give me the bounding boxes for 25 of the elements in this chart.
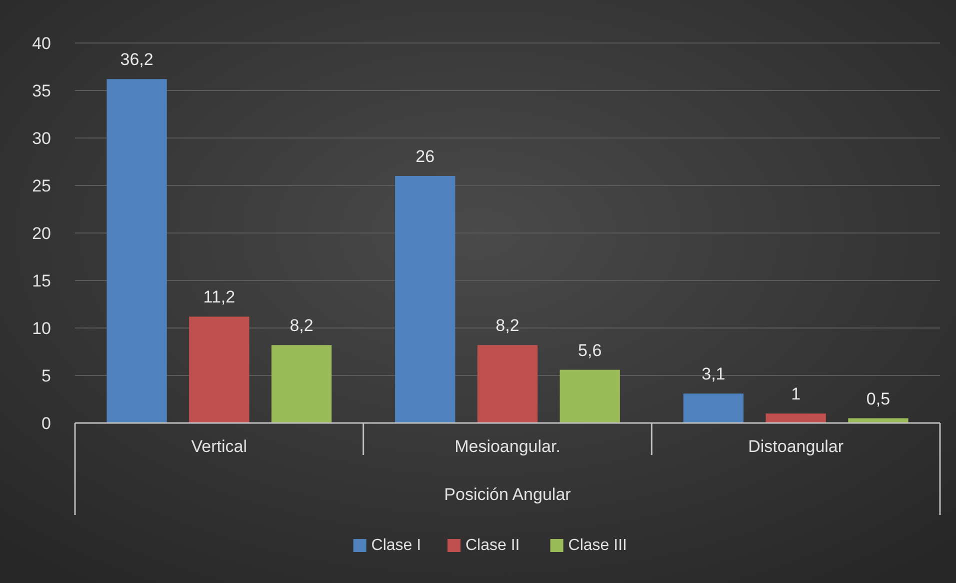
y-tick-label: 40 (32, 34, 51, 53)
y-tick-label: 20 (32, 224, 51, 243)
data-label: 36,2 (120, 50, 154, 70)
y-tick-label: 10 (32, 318, 51, 338)
data-label: 5,6 (578, 340, 602, 360)
data-label: 3,1 (702, 364, 726, 384)
legend-label: Clase II (466, 537, 520, 554)
x-tick-label: Distoangular (748, 437, 844, 456)
y-tick-label: 30 (32, 128, 51, 148)
data-label: 11,2 (203, 288, 236, 307)
legend-label: Clase III (568, 537, 627, 554)
x-tick-label: Vertical (191, 437, 248, 456)
data-label: 26 (416, 147, 435, 166)
y-tick-label: 25 (32, 176, 51, 196)
x-axis-title: Posición Angular (444, 485, 572, 504)
y-tick-label: 5 (42, 366, 51, 386)
x-tick-label: Mesioangular. (454, 437, 560, 456)
legend-label: Clase I (371, 537, 422, 554)
data-label: 1 (791, 384, 801, 404)
y-tick-label: 0 (42, 414, 51, 433)
y-tick-label: 35 (32, 81, 51, 100)
data-label: 8,2 (290, 316, 314, 336)
data-label: 0,5 (866, 389, 890, 408)
data-label: 8,2 (496, 316, 520, 336)
y-tick-label: 15 (32, 271, 51, 290)
